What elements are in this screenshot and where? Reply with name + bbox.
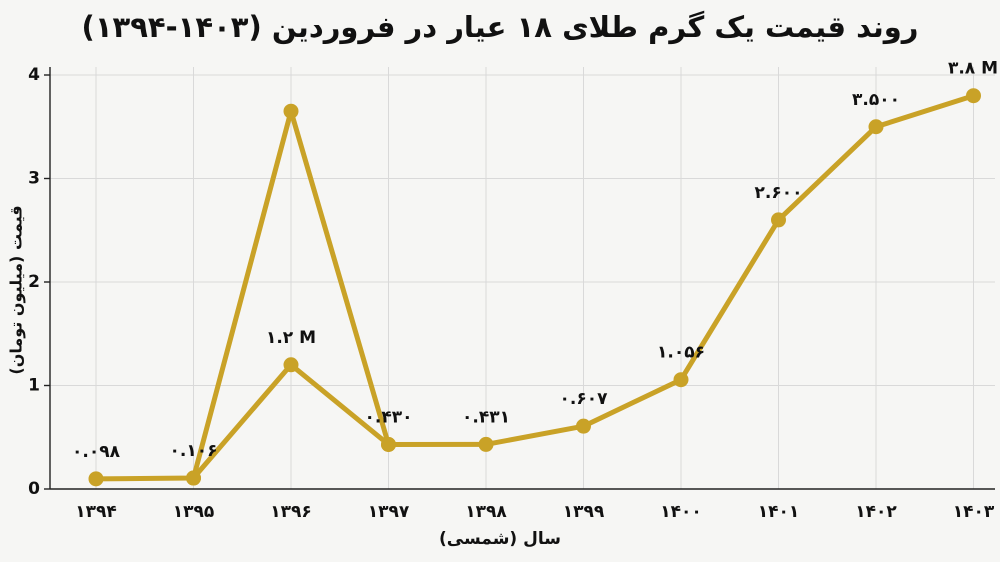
data-point <box>283 357 299 373</box>
y-tick-label: 2 <box>28 272 40 292</box>
x-tick-labels: ۱۳۹۴ ۱۳۹۵ ۱۳۹۶ ۱۳۹۷ ۱۳۹۸ ۱۳۹۹ ۱۴۰۰ ۱۴۰۱ ۱۴۰۲ ۱۴۰۳ <box>75 502 995 522</box>
y-tick-label: 3 <box>28 169 40 189</box>
data-label: ۳.۵۰۰ <box>852 90 900 110</box>
y-tick-labels: 0 1 2 3 4 <box>28 65 40 499</box>
x-tick-label: ۱۳۹۹ <box>563 502 605 522</box>
data-label: ۰.۴۳۱ <box>462 407 510 427</box>
data-point <box>186 470 201 486</box>
data-point <box>771 212 786 228</box>
data-label: ۱.۲ M <box>266 328 316 348</box>
chart-title: روند قیمت یک گرم طلای ۱۸ عیار در فروردین… <box>81 10 919 44</box>
data-labels: ۰.۰۹۸ ۰.۱۰۶ ۱.۲ M ۰.۴۳۰ ۰.۴۳۱ ۰.۶۰۷ ۱.۰۵۶ ۲.۶۰۰… <box>72 59 998 462</box>
x-axis-label: سال (شمسی) <box>439 529 561 549</box>
data-point <box>283 103 299 119</box>
x-tick-label: ۱۳۹۶ <box>270 502 312 522</box>
x-tick-label: ۱۴۰۱ <box>758 502 800 522</box>
data-point <box>576 418 591 434</box>
x-tick-label: ۱۴۰۰ <box>660 502 702 522</box>
data-label: ۱.۰۵۶ <box>657 343 705 363</box>
data-points <box>88 88 981 487</box>
y-tick-label: 1 <box>28 376 40 396</box>
data-label: ۰.۴۳۰ <box>365 407 413 427</box>
data-label: ۲.۶۰۰ <box>755 183 803 203</box>
series-line-main <box>93 93 976 482</box>
x-tick-label: ۱۴۰۲ <box>855 502 897 522</box>
y-tick-label: 4 <box>28 65 40 85</box>
data-point <box>673 372 689 388</box>
data-point <box>966 88 981 104</box>
grid-lines <box>50 67 995 490</box>
series-lines <box>93 93 976 482</box>
data-point <box>478 436 494 452</box>
x-tick-label: ۱۳۹۵ <box>173 502 215 522</box>
data-point <box>88 471 104 487</box>
y-tick-label: 0 <box>28 479 40 499</box>
data-label: ۳.۸ M <box>948 59 998 79</box>
x-tick-label: ۱۳۹۸ <box>465 502 507 522</box>
x-tick-label: ۱۴۰۳ <box>953 502 995 522</box>
data-label: ۰.۰۹۸ <box>72 442 121 462</box>
data-point <box>868 119 884 135</box>
data-label: ۰.۱۰۶ <box>170 441 218 461</box>
axes <box>44 67 995 490</box>
data-label: ۰.۶۰۷ <box>560 389 609 409</box>
x-tick-label: ۱۳۹۷ <box>368 502 410 522</box>
data-point <box>381 436 396 452</box>
x-tick-label: ۱۳۹۴ <box>75 502 117 522</box>
